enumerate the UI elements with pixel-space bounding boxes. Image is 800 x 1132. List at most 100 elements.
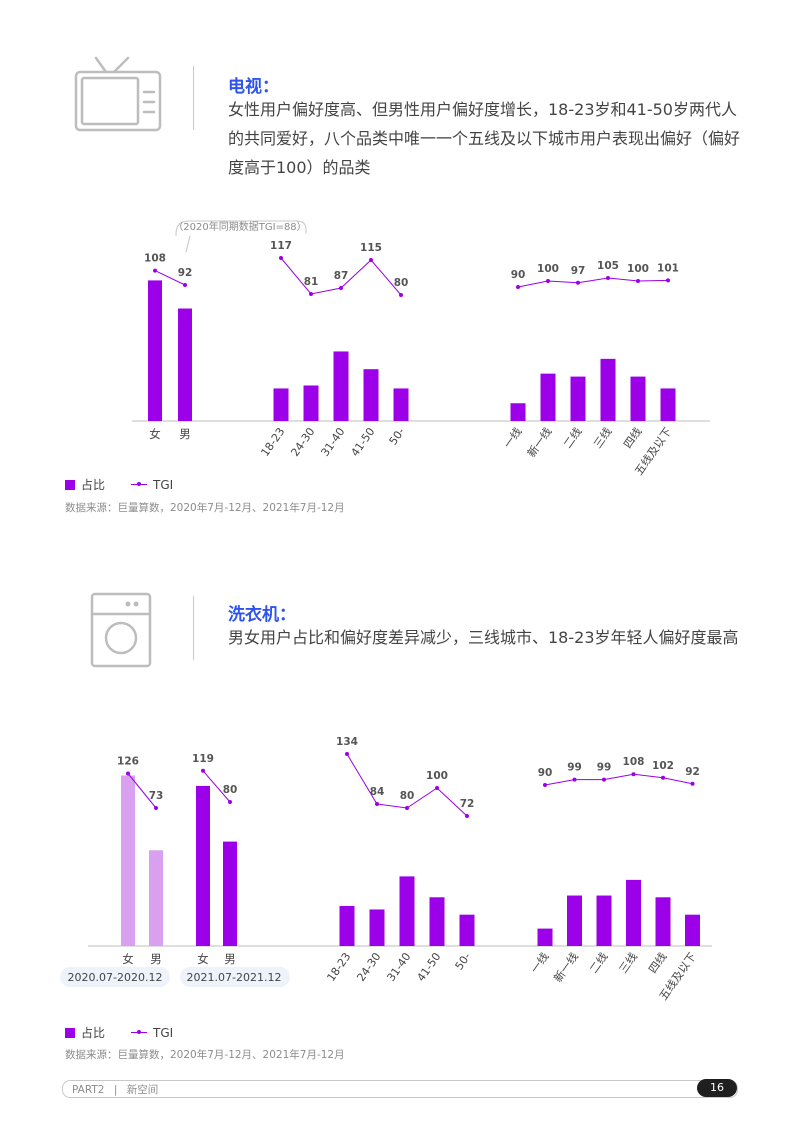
tgi-label-city-3: 105 [597,260,619,272]
tgi-point-city-1 [572,777,577,782]
footer-part: PART2 [72,1084,105,1096]
tgi-label-age-4: 80 [394,277,409,289]
x-label-city-4: 四线 [620,425,644,451]
tgi-point-city-4 [636,279,640,283]
tgi-point-age-2 [405,806,409,810]
x-label-age-0: 18-23 [258,425,287,459]
tgi-point-age-1 [309,292,313,296]
tgi-line-city [544,773,693,786]
bar-city-5 [660,388,676,421]
tgi-label-age-3: 100 [426,770,448,782]
tgi-line-gender-2020 [127,773,157,809]
tgi-point-gender-2021-0 [201,768,205,773]
bar-city-2 [570,376,586,421]
legend-tgi-marker [131,482,148,486]
tgi-point-gender-1 [183,283,187,287]
x-label-city-0: 一线 [500,425,524,451]
x-label-city-0: 一线 [527,950,551,976]
bar-gender-0 [148,280,162,421]
section-description: 女性用户偏好度高、但男性用户偏好度增长，18-23岁和41-50岁两代人的共同爱… [228,100,741,177]
tgi-label-city-0: 90 [538,767,553,779]
section-description: 男女用户占比和偏好度差异减少，三线城市、18-23岁年轻人偏好度最高 [228,628,739,647]
x-label-city-4: 四线 [645,950,669,976]
section-title: 洗衣机： [228,605,296,625]
tgi-point-age-3 [435,786,439,790]
tgi-label-age-1: 81 [304,276,319,288]
tgi-point-age-3 [369,258,373,262]
tgi-point-gender-2020-1 [154,806,158,810]
tgi-label-age-2: 80 [400,790,415,802]
bar-age-3 [429,897,445,946]
bar-city-0 [537,928,553,946]
x-label-city-2: 二线 [560,425,584,451]
tgi-line-gender-2021 [202,770,231,803]
bar-gender-2020-0 [121,775,135,946]
footer-separator: | [113,1084,118,1096]
x-label-age-3: 41-50 [348,425,377,459]
divider-line [193,596,194,660]
period-label-0: 2020.07-2020.12 [68,971,163,984]
bar-age-2 [399,876,415,946]
tgi-point-age-1 [375,802,379,806]
x-label-city-2: 二线 [586,950,610,976]
tv-icon [74,56,162,132]
x-label-city-1: 新一线 [524,425,554,460]
legend: 占比 TGI [65,1024,173,1041]
legend-share-swatch [65,479,75,490]
tgi-point-age-2 [339,286,343,290]
legend-tgi-label: TGI [153,477,174,492]
x-label-age-4: 50- [453,950,474,972]
bar-city-3 [600,358,616,421]
x-label-city-1: 新一线 [551,950,581,985]
tgi-label-age-0: 134 [336,736,358,748]
bar-city-3 [626,879,641,946]
tgi-label-city-1: 100 [537,263,559,275]
bar-age-3 [363,369,379,421]
tgi-point-city-5 [666,278,670,283]
legend-tgi-label: TGI [153,1025,174,1040]
bar-gender-2020-1 [149,850,163,946]
legend-share-swatch [65,1027,75,1038]
tgi-label-age-2: 87 [334,270,349,282]
footer-bar [62,1080,738,1098]
tgi-label-city-5: 92 [685,766,700,778]
x-label-age-0: 18-23 [324,950,353,984]
bar-city-5 [685,914,700,946]
tgi-point-gender-2021-1 [228,800,232,804]
bar-age-4 [459,914,475,946]
tgi-label-gender-1: 92 [178,267,193,279]
tgi-point-city-0 [516,285,520,289]
bar-city-4 [630,376,646,421]
period-pill-1 [180,967,290,987]
tgi-point-city-2 [602,777,606,782]
tgi-label-city-0: 90 [511,269,526,281]
tgi-label-gender-2021-0: 119 [192,753,214,765]
tgi-point-city-4 [661,775,665,780]
bar-city-2 [596,895,612,946]
annotation-pointer [185,235,191,253]
bar-age-4 [393,388,409,421]
bar-city-1 [540,373,556,421]
tgi-label-age-3: 115 [360,242,382,254]
x-label-city-3: 三线 [616,950,640,976]
tgi-label-city-2: 99 [597,762,612,774]
tgi-point-age-0 [345,752,349,756]
x-label-gender-2021-1: 男 [224,952,236,966]
legend-tgi-marker [131,1030,148,1034]
tgi-point-city-0 [543,783,547,787]
page-number: 16 [697,1079,737,1097]
tgi-point-gender-2020-0 [126,771,130,776]
footer-section-name: 新空间 [126,1084,159,1096]
tgi-point-age-4 [399,293,403,297]
divider-line [193,66,194,130]
tgi-label-city-1: 99 [567,762,582,774]
bar-age-2 [333,351,349,421]
bar-city-0 [510,403,526,421]
bar-age-1 [303,385,319,421]
x-label-age-2: 31-40 [384,950,413,984]
tgi-label-gender-0: 108 [144,253,166,265]
tgi-point-city-2 [576,280,580,285]
bar-age-0 [273,388,289,421]
data-source: 数据来源：巨量算数，2020年7月-12月、2021年7月-12月 [65,1049,345,1061]
x-label-gender-2021-0: 女 [197,952,209,966]
